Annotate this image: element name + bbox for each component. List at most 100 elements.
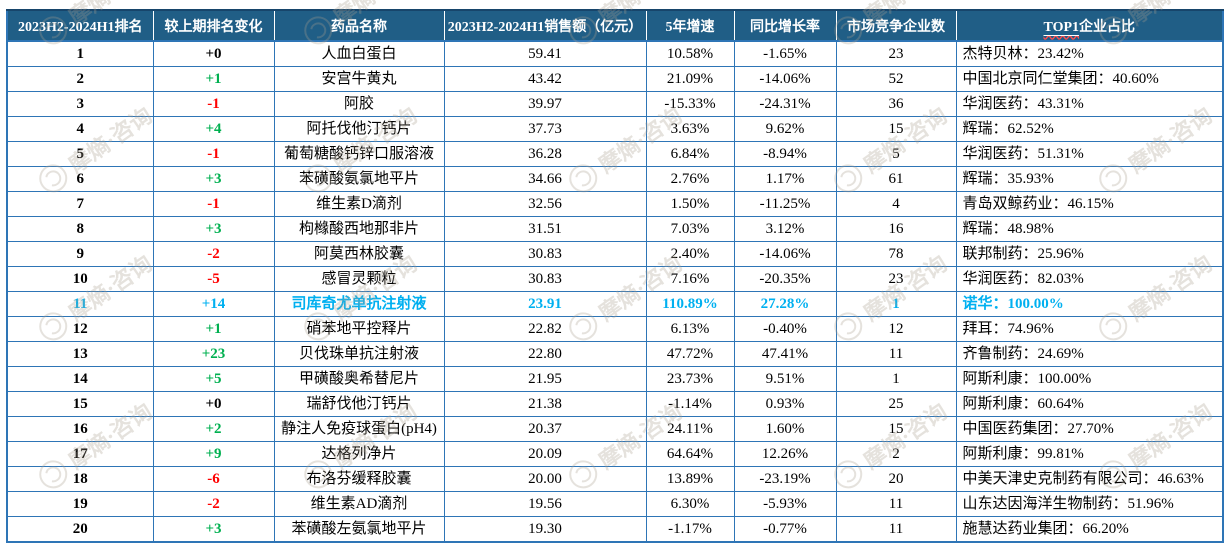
rank-change-cell: +23	[152, 341, 275, 367]
drug-name-cell: 阿胶	[273, 91, 445, 117]
top1-share-cell: 齐鲁制药：24.69%	[955, 341, 1224, 367]
competitor-count-cell: 25	[835, 391, 957, 417]
growth-5y-cell: 64.64%	[645, 441, 735, 467]
table-row: 16 +2 静注人免疫球蛋白(pH4) 20.37 24.11% 1.60% 1…	[6, 416, 1224, 442]
growth-5y-cell: -1.14%	[645, 391, 735, 417]
yoy-growth-cell: 47.41%	[733, 341, 837, 367]
sales-cell: 23.91	[443, 291, 647, 317]
drug-name-cell: 苯磺酸氨氯地平片	[273, 166, 445, 192]
table-row: 1 +0 人血白蛋白 59.41 10.58% -1.65% 23 杰特贝林：2…	[6, 40, 1224, 67]
table-row: 7 -1 维生素D滴剂 32.56 1.50% -11.25% 4 青岛双鲸药业…	[6, 191, 1224, 217]
growth-5y-cell: 21.09%	[645, 66, 735, 92]
drug-name-cell: 维生素D滴剂	[273, 191, 445, 217]
table-row: 10 -5 感冒灵颗粒 30.83 7.16% -20.35% 23 华润医药：…	[6, 266, 1224, 292]
rank-change-cell: -5	[152, 266, 275, 292]
table-row: 19 -2 维生素AD滴剂 19.56 6.30% -5.93% 11 山东达因…	[6, 491, 1224, 517]
drug-name-cell: 布洛芬缓释胶囊	[273, 466, 445, 492]
drug-name-cell: 阿托伐他汀钙片	[273, 116, 445, 142]
competitor-count-cell: 36	[835, 91, 957, 117]
yoy-growth-cell: 27.28%	[733, 291, 837, 317]
yoy-growth-cell: -23.19%	[733, 466, 837, 492]
rank-change-cell: -2	[152, 241, 275, 267]
rank-cell: 7	[6, 191, 154, 217]
yoy-growth-cell: -14.06%	[733, 241, 837, 267]
top1-spellcheck-underline: TOP1	[1043, 19, 1080, 35]
drug-name-cell: 达格列净片	[273, 441, 445, 467]
competitor-count-cell: 23	[835, 266, 957, 292]
rank-change-cell: +9	[152, 441, 275, 467]
table-row: 18 -6 布洛芬缓释胶囊 20.00 13.89% -23.19% 20 中美…	[6, 466, 1224, 492]
yoy-growth-cell: 1.17%	[733, 166, 837, 192]
competitor-count-cell: 1	[835, 291, 957, 317]
rank-cell: 15	[6, 391, 154, 417]
rank-cell: 11	[6, 291, 154, 317]
rank-change-cell: -1	[152, 141, 275, 167]
competitor-count-cell: 15	[835, 416, 957, 442]
competitor-count-cell: 11	[835, 491, 957, 517]
growth-5y-cell: 13.89%	[645, 466, 735, 492]
competitor-count-cell: 52	[835, 66, 957, 92]
top1-share-cell: 华润医药：43.31%	[955, 91, 1224, 117]
sales-cell: 20.09	[443, 441, 647, 467]
table-row: 15 +0 瑞舒伐他汀钙片 21.38 -1.14% 0.93% 25 阿斯利康…	[6, 391, 1224, 417]
drug-name-cell: 甲磺酸奥希替尼片	[273, 366, 445, 392]
drug-name-cell: 安宫牛黄丸	[273, 66, 445, 92]
rank-cell: 20	[6, 516, 154, 543]
competitor-count-cell: 12	[835, 316, 957, 342]
yoy-growth-cell: -0.77%	[733, 516, 837, 543]
rank-change-cell: -2	[152, 491, 275, 517]
drug-name-cell: 司库奇尤单抗注射液	[273, 291, 445, 317]
sales-cell: 30.83	[443, 241, 647, 267]
sales-cell: 39.97	[443, 91, 647, 117]
header-rank-change: 较上期排名变化	[152, 9, 275, 42]
yoy-growth-cell: 9.62%	[733, 116, 837, 142]
sales-cell: 34.66	[443, 166, 647, 192]
sales-cell: 19.30	[443, 516, 647, 543]
competitor-count-cell: 78	[835, 241, 957, 267]
sales-cell: 19.56	[443, 491, 647, 517]
table-row: 8 +3 枸橼酸西地那非片 31.51 7.03% 3.12% 16 辉瑞：48…	[6, 216, 1224, 242]
rank-cell: 13	[6, 341, 154, 367]
top1-share-cell: 华润医药：51.31%	[955, 141, 1224, 167]
top1-share-cell: 山东达因海洋生物制药：51.96%	[955, 491, 1224, 517]
sales-cell: 36.28	[443, 141, 647, 167]
rank-cell: 16	[6, 416, 154, 442]
rank-change-cell: +1	[152, 316, 275, 342]
yoy-growth-cell: 1.60%	[733, 416, 837, 442]
competitor-count-cell: 4	[835, 191, 957, 217]
yoy-growth-cell: -8.94%	[733, 141, 837, 167]
rank-change-cell: +3	[152, 516, 275, 543]
growth-5y-cell: -15.33%	[645, 91, 735, 117]
drug-name-cell: 枸橼酸西地那非片	[273, 216, 445, 242]
top1-share-cell: 辉瑞：48.98%	[955, 216, 1224, 242]
rank-change-cell: +3	[152, 216, 275, 242]
drug-name-cell: 人血白蛋白	[273, 40, 445, 67]
drug-sales-ranking-table: 2023H2-2024H1排名 较上期排名变化 药品名称 2023H2-2024…	[6, 9, 1224, 543]
table-row: 6 +3 苯磺酸氨氯地平片 34.66 2.76% 1.17% 61 辉瑞：35…	[6, 166, 1224, 192]
rank-cell: 10	[6, 266, 154, 292]
rank-cell: 17	[6, 441, 154, 467]
sales-cell: 22.82	[443, 316, 647, 342]
yoy-growth-cell: -24.31%	[733, 91, 837, 117]
yoy-growth-cell: -14.06%	[733, 66, 837, 92]
competitor-count-cell: 61	[835, 166, 957, 192]
competitor-count-cell: 5	[835, 141, 957, 167]
growth-5y-cell: 7.03%	[645, 216, 735, 242]
table-row: 11 +14 司库奇尤单抗注射液 23.91 110.89% 27.28% 1 …	[6, 291, 1224, 317]
growth-5y-cell: 3.63%	[645, 116, 735, 142]
rank-cell: 6	[6, 166, 154, 192]
rank-change-cell: -1	[152, 191, 275, 217]
table-row: 5 -1 葡萄糖酸钙锌口服溶液 36.28 6.84% -8.94% 5 华润医…	[6, 141, 1224, 167]
competitor-count-cell: 11	[835, 341, 957, 367]
growth-5y-cell: 110.89%	[645, 291, 735, 317]
rank-change-cell: -6	[152, 466, 275, 492]
drug-name-cell: 苯磺酸左氨氯地平片	[273, 516, 445, 543]
yoy-growth-cell: -11.25%	[733, 191, 837, 217]
rank-change-cell: +3	[152, 166, 275, 192]
rank-cell: 9	[6, 241, 154, 267]
growth-5y-cell: 10.58%	[645, 40, 735, 67]
top1-share-cell: 诺华：100.00%	[955, 291, 1224, 317]
drug-name-cell: 瑞舒伐他汀钙片	[273, 391, 445, 417]
yoy-growth-cell: 12.26%	[733, 441, 837, 467]
rank-cell: 18	[6, 466, 154, 492]
